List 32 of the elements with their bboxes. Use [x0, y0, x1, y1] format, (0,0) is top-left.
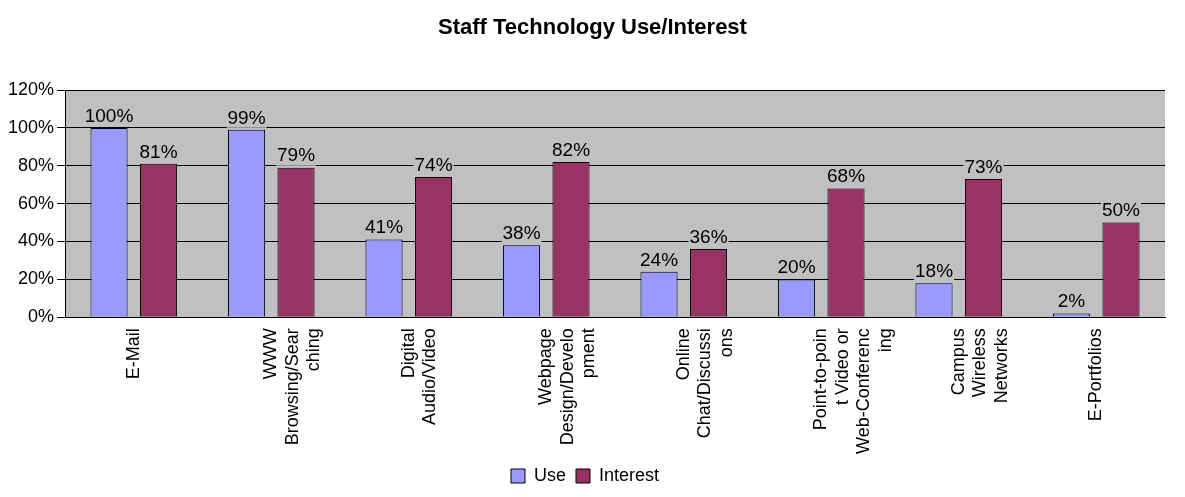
y-tick-label: 100%	[7, 116, 55, 137]
data-label: 82%	[552, 138, 591, 160]
x-tick-label: Point-to-point Video or Web-Conferencing	[810, 328, 896, 455]
data-label: 50%	[1101, 199, 1141, 221]
legend-label: Interest	[598, 464, 660, 485]
data-label: 2%	[1057, 290, 1086, 312]
data-label: 18%	[914, 259, 954, 281]
y-tick-label: 120%	[7, 78, 55, 99]
legend-label: Use	[533, 464, 566, 485]
x-tick-label: E-Portfolios	[1085, 328, 1106, 422]
x-tick-label: WWW Browsing/Searching	[260, 328, 324, 446]
data-label: 74%	[414, 153, 453, 175]
data-label: 68%	[827, 165, 866, 187]
data-label: 99%	[227, 106, 266, 128]
y-tick-label: 60%	[18, 192, 55, 213]
x-tick-label: E-Mail	[122, 328, 143, 380]
data-label: 20%	[777, 256, 816, 278]
data-label: 24%	[640, 248, 679, 270]
data-label: 36%	[689, 225, 728, 247]
y-tick-label: 0%	[28, 306, 55, 327]
chart-title: Staff Technology Use/Interest	[437, 14, 748, 40]
x-tick-label: Online Chat/Discussions	[672, 328, 736, 439]
y-tick-label: 80%	[18, 154, 55, 175]
data-label: 81%	[139, 140, 178, 162]
y-tick-label: 40%	[18, 230, 55, 251]
y-tick-label: 20%	[18, 268, 55, 289]
data-label: 41%	[365, 216, 404, 238]
data-label: 73%	[964, 155, 1003, 177]
data-label: 100%	[84, 104, 134, 126]
data-label: 79%	[277, 144, 316, 166]
data-label: 38%	[502, 222, 541, 244]
x-tick-label: Webpage Design/Development	[535, 328, 599, 446]
